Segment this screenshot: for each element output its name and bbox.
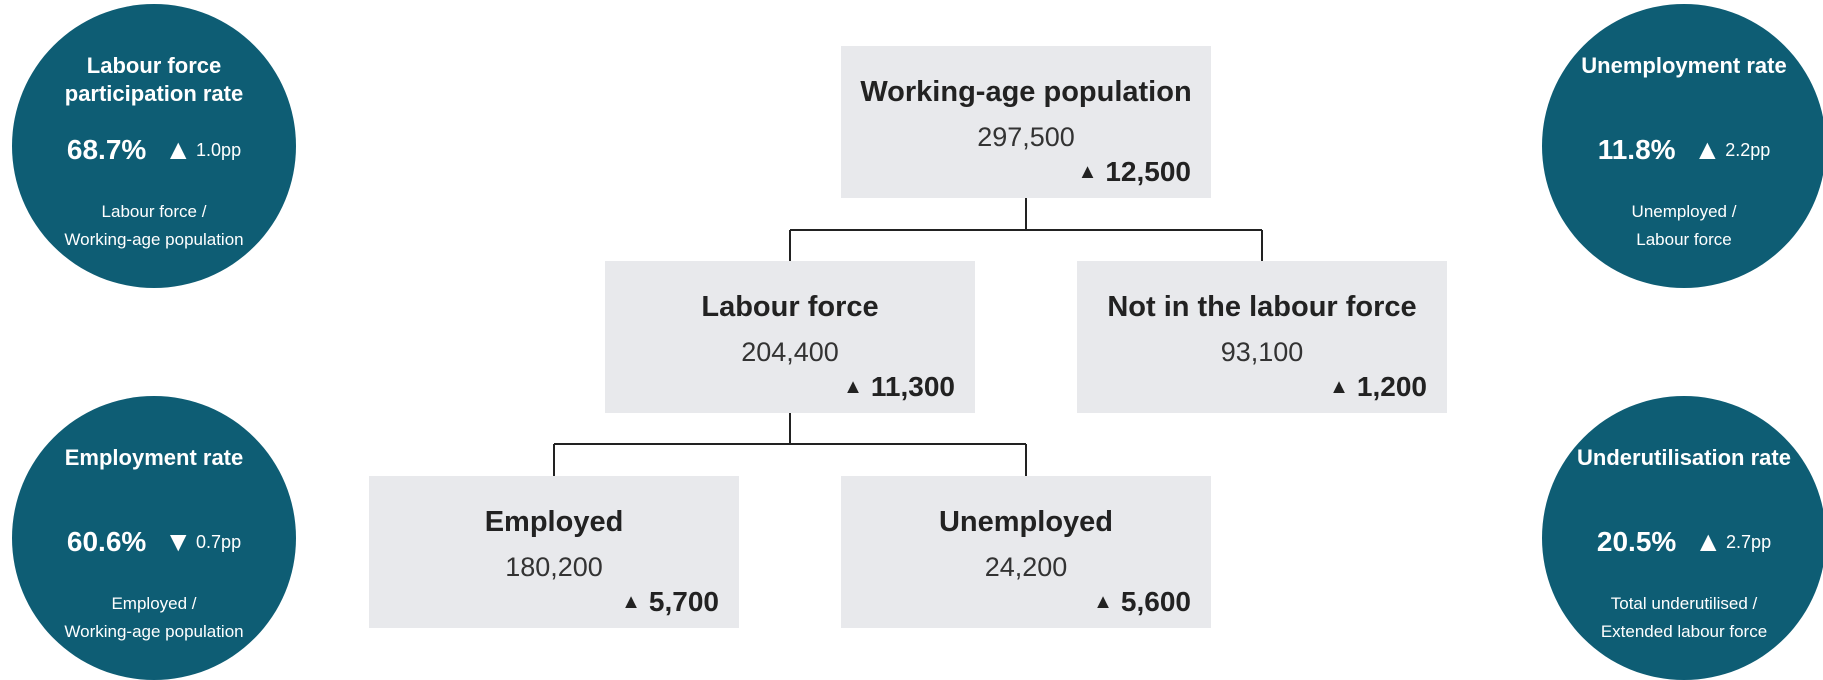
circle-description: Unemployed / Labour force [1631,202,1737,249]
triangle-up-icon: ▲ [164,134,193,165]
circle-description: Total underutilised / Extended labour fo… [1600,594,1768,641]
triangle-up-icon: ▲ [1693,134,1722,165]
node-not-in-labour-force: Not in the labour force 93,100 ▲ 1,200 [1077,261,1447,413]
rate-value: 68.7% [66,134,147,165]
triangle-up-icon: ▲ [1329,376,1349,398]
circle-title: Employment rate [64,445,244,470]
rate-value: 60.6% [66,526,147,557]
circle-metric: 68.7% ▲ 1.0pp [12,134,296,166]
connector-labour-force-split [553,413,1027,476]
node-label: Not in the labour force [1107,291,1417,323]
node-label: Unemployed [938,506,1114,538]
triangle-up-icon: ▲ [1093,591,1113,613]
node-labour-force: Labour force 204,400 ▲ 11,300 [605,261,975,413]
rate-delta: 2.7pp [1726,531,1772,552]
triangle-up-icon: ▲ [621,591,641,613]
circle-metric: 11.8% ▲ 2.2pp [1542,134,1823,166]
node-unemployed: Unemployed 24,200 ▲ 5,600 [841,476,1211,628]
node-employed: Employed 180,200 ▲ 5,700 [369,476,739,628]
circle-title: Underutilisation rate [1577,445,1791,470]
circle-employment-rate: Employment rate 60.6% ▼ 0.7pp Employed / W… [12,396,296,680]
rate-value: 20.5% [1596,526,1677,557]
node-value: 180,200 [505,552,603,582]
node-change: ▲ 5,700 [621,586,719,617]
rate-value: 11.8% [1597,134,1676,165]
circle-metric: 20.5% ▲ 2.7pp [1542,526,1823,558]
node-value: 297,500 [977,122,1075,152]
circle-description: Employed / Working-age population [64,594,244,641]
circle-participation-rate: Labour force participation rate 68.7% ▲ 1.… [12,4,296,288]
connector-working-age-split [789,198,1263,261]
node-value: 204,400 [741,337,839,367]
node-label: Employed [484,506,624,538]
circle-description: Labour force / Working-age population [64,202,244,249]
circle-unemployment-rate: Unemployment rate 11.8% ▲ 2.2pp Unemployed… [1542,4,1823,288]
rate-delta: 2.2pp [1725,139,1771,160]
node-label: Working-age population [860,76,1192,108]
node-value: 24,200 [984,552,1068,582]
node-change: ▲ 11,300 [843,371,955,402]
triangle-up-icon: ▲ [1077,161,1098,183]
circle-title: Unemployment rate [1581,53,1787,78]
triangle-up-icon: ▲ [1694,526,1723,557]
node-change: ▲ 1,200 [1329,371,1427,402]
rate-delta: 1.0pp [196,139,242,160]
circle-metric: 60.6% ▼ 0.7pp [12,526,296,558]
rate-delta: 0.7pp [196,531,242,552]
node-working-age-population: Working-age population 297,500 ▲ 12,500 [841,46,1211,198]
node-change: ▲ 5,600 [1093,586,1191,617]
node-label: Labour force [701,291,879,323]
circle-underutilisation-rate: Underutilisation rate 20.5% ▲ 2.7pp Total … [1542,396,1823,680]
circle-title: Labour force participation rate [64,53,244,106]
node-value: 93,100 [1220,337,1304,367]
triangle-up-icon: ▲ [843,376,863,398]
triangle-down-icon: ▼ [164,526,193,557]
node-change: ▲ 12,500 [1077,156,1191,187]
